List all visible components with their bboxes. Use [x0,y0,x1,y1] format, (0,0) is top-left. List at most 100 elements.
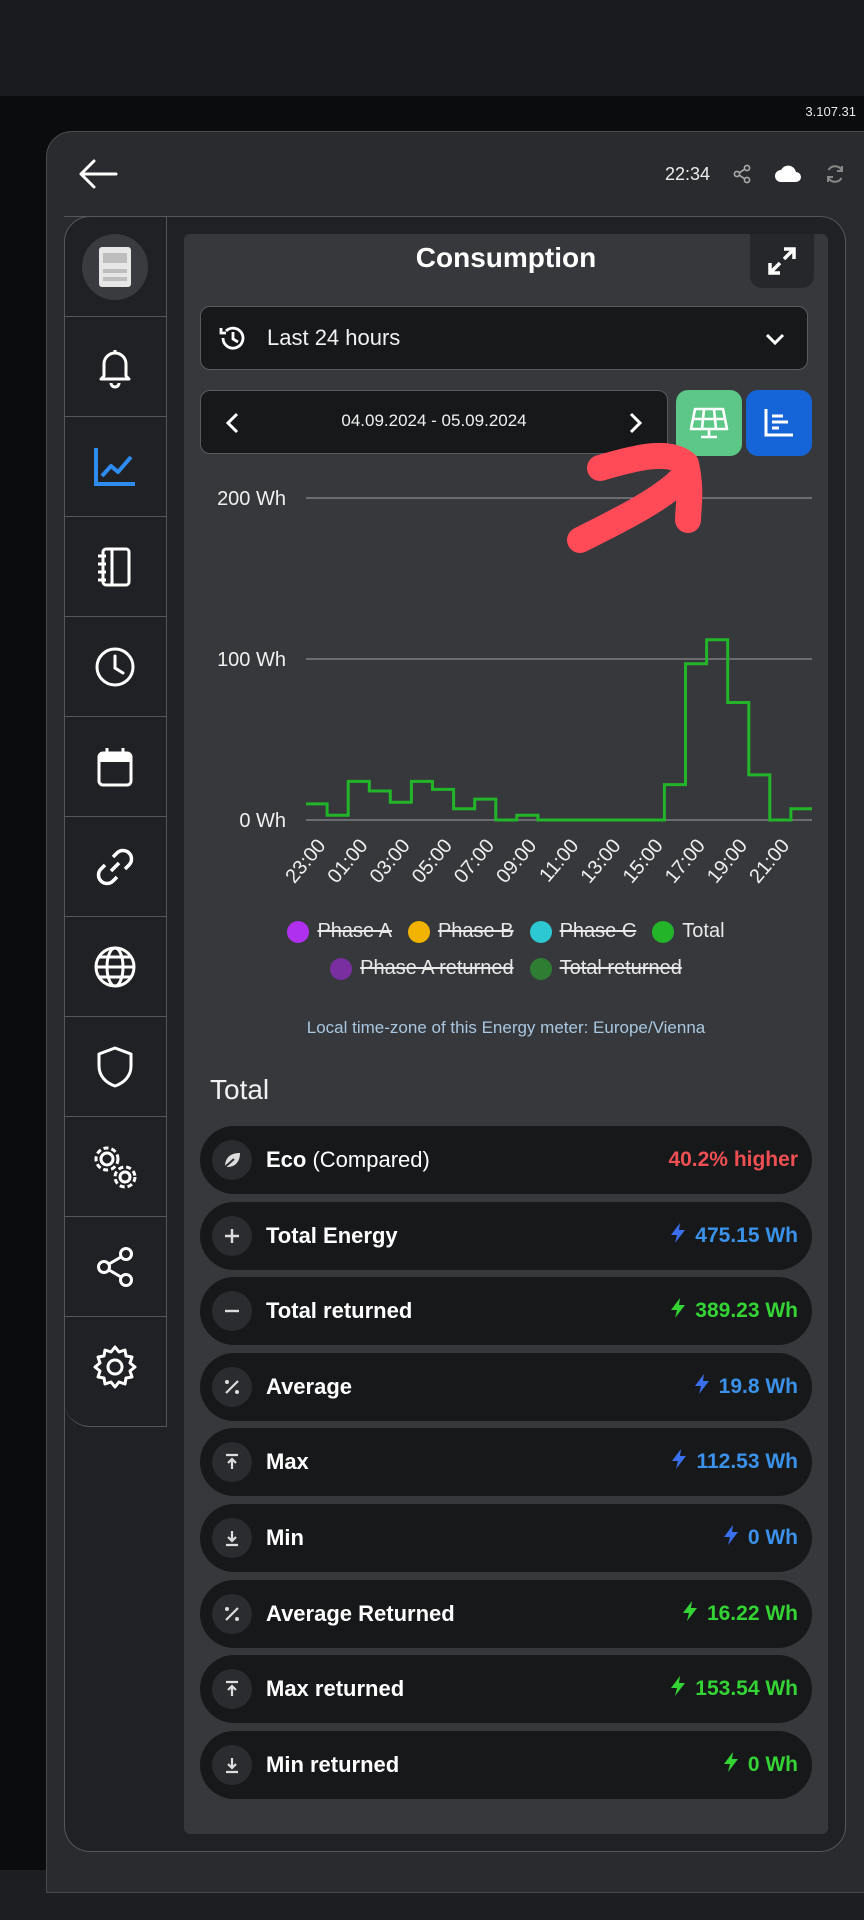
chart-type-button[interactable] [746,390,812,456]
legend-label: Total returned [559,957,682,979]
legend-item[interactable]: Phase A returned [330,957,514,980]
stat-label: Min returned [266,1751,400,1777]
legend-swatch [529,957,552,980]
sidebar-item-schedules[interactable] [64,616,166,716]
gear-icon [93,1345,137,1388]
annotation-arrow [567,442,703,553]
date-range-label: 04.09.2024 - 05.09.2024 [341,411,527,430]
stat-row: Total Energy 475.15 Wh [200,1201,812,1270]
x-tick-label: 23:00 [281,835,330,887]
consumption-chart: 200 Wh 100 Wh 0 Wh 23:0001:0003:0005:0007:… [217,488,812,888]
bolt-icon [722,1751,740,1779]
chevron-left-icon[interactable] [219,409,247,437]
legend-swatch [529,920,552,943]
x-tick-label: 11:00 [535,835,583,886]
time-range-value: Last 24 hours [267,325,401,350]
header-status: 22:34 [665,156,864,192]
back-button[interactable] [76,152,120,196]
x-tick-label: 09:00 [492,835,541,887]
legend-label: Phase B [437,920,514,942]
refresh-icon[interactable] [824,163,846,185]
chart-line-icon [94,447,135,486]
x-tick-label: 07:00 [450,835,499,887]
gears-icon [94,1146,137,1188]
sidebar-item-notifications[interactable] [64,316,166,416]
sidebar-item-links[interactable] [64,816,166,916]
stat-value-text: 16.22 Wh [706,1601,798,1625]
bolt-icon [681,1600,699,1628]
notebook-icon [98,547,131,586]
share-icon[interactable] [732,164,752,184]
stat-label: Average [266,1373,353,1399]
legend-swatch [407,920,430,943]
stat-row: Average 19.8 Wh [200,1352,812,1421]
arrow-down-bar-icon [212,1518,252,1558]
x-tick-label: 03:00 [366,835,415,887]
date-navigator: 04.09.2024 - 05.09.2024 [200,390,668,454]
cloud-icon[interactable] [774,164,802,184]
stat-label: Max [266,1449,309,1475]
time-range-select[interactable]: Last 24 hours [200,306,808,370]
legend-label: Total [682,920,725,942]
legend-label: Phase A returned [360,957,514,979]
sidebar-item-calendar[interactable] [64,716,166,816]
legend-item[interactable]: Total returned [529,957,682,980]
timezone-note: Local time-zone of this Energy meter: Eu… [306,1018,706,1037]
minus-icon [212,1291,252,1332]
stat-row: Average Returned 16.22 Wh [200,1579,812,1648]
stat-label: Eco (Compared) [266,1147,430,1172]
x-tick-label: 05:00 [408,835,457,887]
legend-swatch [330,957,353,980]
y-tick-label: 200 Wh [217,488,286,510]
globe-icon [94,946,136,987]
link-icon [96,848,134,885]
stat-value: 112.53 Wh [670,1448,798,1476]
bell-icon [99,349,131,388]
stat-value: 19.8 Wh [693,1373,798,1401]
y-tick-label: 100 Wh [217,649,286,671]
sidebar-item-consumption[interactable] [64,416,166,516]
stat-value-text: 0 Wh [747,1752,798,1776]
arrow-up-bar-icon [212,1669,252,1710]
sidebar-item-advanced[interactable] [64,1116,166,1216]
sidebar-item-security[interactable] [64,1016,166,1116]
page-title: Consumption [415,242,597,273]
stat-value-text: 475.15 Wh [695,1223,798,1247]
legend-item[interactable]: Total [652,920,725,943]
sidebar [64,216,167,1427]
sidebar-item-network[interactable] [64,916,166,1016]
expand-icon [768,247,796,275]
stat-value-text: 153.54 Wh [695,1677,798,1701]
sidebar-item-settings[interactable] [64,1316,166,1416]
stat-value: 0 Wh [722,1751,798,1779]
sidebar-item-device[interactable] [64,216,166,316]
legend-item[interactable]: Phase A [287,920,392,943]
y-axis-labels: 200 Wh 100 Wh 0 Wh [217,488,286,832]
x-tick-label: 15:00 [619,835,668,887]
clock: 22:34 [664,163,710,184]
percent-icon [212,1593,252,1634]
chevron-right-icon[interactable] [621,409,649,437]
stat-value-text: 389.23 Wh [695,1299,798,1323]
shield-icon [97,1046,133,1087]
chart-grid [306,497,812,821]
stat-value: 16.22 Wh [681,1600,798,1628]
sidebar-item-sharing[interactable] [64,1216,166,1316]
stat-label: Total Energy [266,1222,398,1248]
clock-icon [95,647,135,686]
legend-item[interactable]: Phase C [529,920,637,943]
series-line-total [306,638,812,822]
x-tick-label: 17:00 [661,835,710,887]
solar-toggle-button[interactable] [676,390,742,456]
expand-button[interactable] [750,234,814,288]
stat-value-text: 40.2% higher [668,1148,798,1171]
legend-label: Phase C [559,920,637,942]
system-top-bar [0,0,864,96]
history-icon [219,326,245,350]
stat-row: Max 112.53 Wh [200,1428,812,1497]
chevron-down-icon [765,333,785,346]
stat-row: Max returned 153.54 Wh [200,1655,812,1724]
stat-row: Min returned 0 Wh [200,1730,812,1799]
sidebar-item-logs[interactable] [64,516,166,616]
legend-item[interactable]: Phase B [407,920,514,943]
